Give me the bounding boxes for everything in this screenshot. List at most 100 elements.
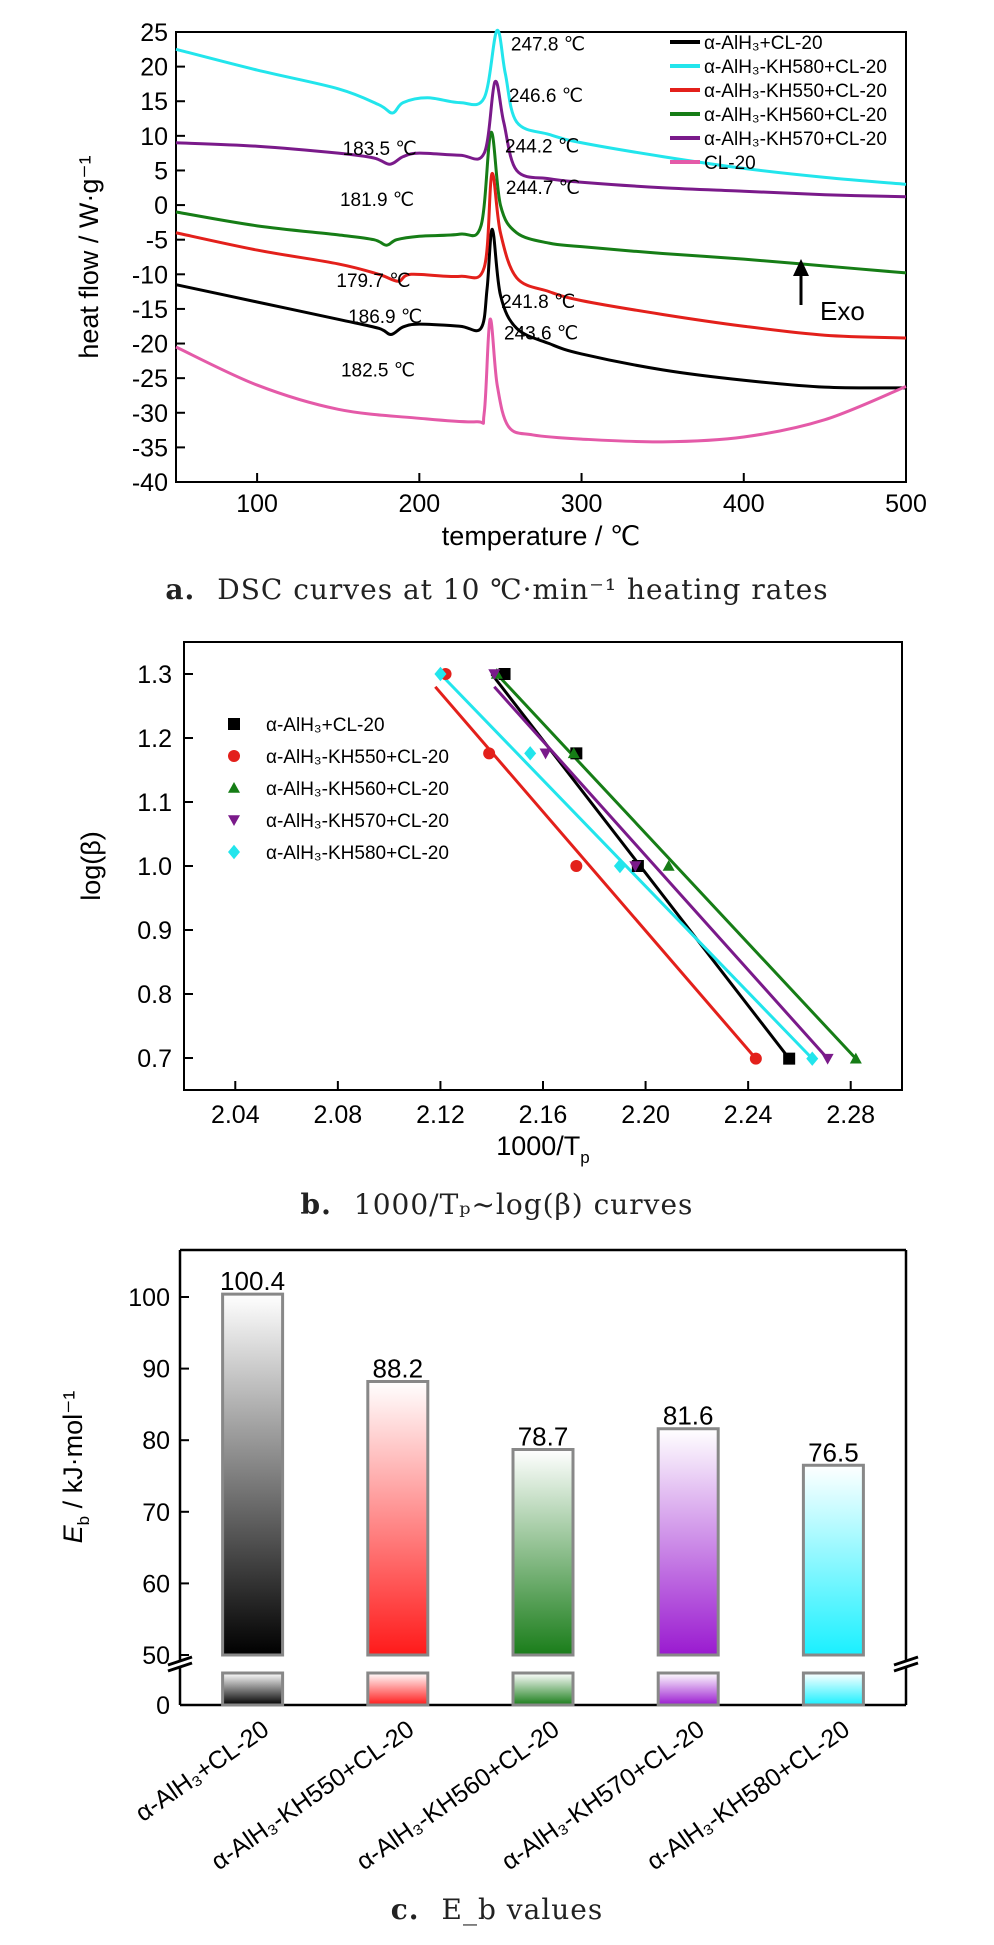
y-axis-label-sub: b (74, 1516, 93, 1525)
axis-break-mark (893, 1661, 919, 1673)
y-tick-label: 25 (140, 19, 168, 47)
data-point (749, 1052, 762, 1065)
data-points (434, 666, 862, 1066)
exo-arrow-head (793, 259, 809, 276)
legend-marker (228, 815, 240, 826)
y-tick-label: 0 (156, 1692, 170, 1720)
x-tick-label: 2.08 (314, 1101, 363, 1129)
bar (366, 1379, 430, 1657)
series-line (175, 172, 907, 340)
y-tick-label: 10 (140, 123, 168, 151)
data-point (806, 1051, 819, 1066)
y-tick-label: -5 (146, 227, 168, 255)
category-labels: α-AlH₃+CL-20α-AlH₃-KH550+CL-20α-AlH₃-KH5… (130, 1715, 855, 1876)
bar-base (656, 1671, 720, 1707)
bar-base (221, 1671, 285, 1707)
y-tick-label: 0 (154, 192, 168, 220)
data-point (483, 747, 496, 760)
y-tick-label: 1.1 (137, 789, 172, 817)
legend-label: α-AlH₃-KH560+CL-20 (704, 105, 887, 126)
legend: α-AlH₃+CL-20 α-AlH₃-KH580+CL-20 α-AlH₃-KH5… (670, 33, 887, 174)
axis-ticks: 100 200 300 400 500 25 20 15 10 5 0 -5 -10 -15 -20 -25 -… (132, 19, 927, 518)
x-tick-label: 2.20 (621, 1101, 670, 1129)
axis-break-mark (167, 1655, 193, 1667)
y-tick-label: 5 (154, 157, 168, 185)
y-tick-label: 90 (142, 1356, 170, 1384)
fit-line (434, 685, 757, 1060)
y-tick-label: 50 (142, 1642, 170, 1670)
y-tick-label: 80 (142, 1427, 170, 1455)
fit-line (493, 685, 829, 1060)
fit-line (495, 672, 857, 1060)
eb-bar-chart: 100 90 80 70 60 50 0 100.4 88.2 78.7 81.6 76.5 α-A… (58, 1248, 919, 1876)
x-tick-label: 2.16 (519, 1101, 568, 1129)
y-tick-label: 1.3 (137, 661, 172, 689)
caption-a-letter: a. (165, 573, 196, 606)
peak-temperature-label: 181.9 ℃ (340, 190, 414, 211)
peak-temperature-label: 183.5 ℃ (343, 139, 417, 160)
bar (801, 1463, 865, 1657)
x-axis-label-main: 1000/T (496, 1131, 580, 1161)
legend-marker (228, 718, 240, 730)
caption-b-letter: b. (300, 1188, 332, 1221)
y-tick-label: 1.2 (137, 725, 172, 753)
data-point (849, 1052, 862, 1064)
y-axis-label-main: E (58, 1524, 88, 1543)
data-point (488, 669, 501, 680)
bar-base (511, 1671, 575, 1707)
exo-indicator: Exo (793, 259, 865, 326)
data-point (662, 860, 675, 871)
bar (511, 1448, 575, 1657)
legend-label: CL-20 (704, 153, 756, 174)
y-tick-label: 1.0 (137, 853, 172, 881)
kissinger-chart: 2.04 2.08 2.12 2.16 2.20 2.24 2.28 1.3 1.2 1.1 1.0… (76, 641, 903, 1167)
x-axis-label: 1000/Tp (496, 1131, 590, 1167)
peak-temperature-label: 243.6 ℃ (504, 323, 578, 344)
data-point (783, 1052, 796, 1065)
caption-b-text: 1000/Tₚ~log(β) curves (353, 1188, 694, 1221)
axis-break-mark (167, 1661, 193, 1673)
data-point (539, 748, 552, 760)
peak-annotations: 182.5 ℃ 241.8 ℃ 183.5 ℃ 247.8 ℃ 186.9 ℃ 244.7… (336, 35, 585, 382)
legend-label: α-AlH₃-KH550+CL-20 (266, 747, 449, 768)
exo-label: Exo (820, 296, 865, 326)
data-point (570, 860, 583, 872)
legend-label: α-AlH₃-KH550+CL-20 (704, 81, 887, 102)
series-line (175, 79, 907, 199)
y-axis-label: log(β) (76, 831, 106, 901)
fit-lines (434, 672, 857, 1060)
y-tick-label: 60 (142, 1570, 170, 1598)
x-tick-label: 100 (236, 490, 278, 518)
y-tick-label: 20 (140, 54, 168, 82)
y-tick-label: -15 (132, 296, 168, 324)
x-tick-label: 200 (398, 490, 440, 518)
peak-temperature-label: 247.8 ℃ (511, 35, 585, 56)
data-point (524, 746, 537, 761)
data-point (821, 1053, 834, 1065)
legend-label: α-AlH₃+CL-20 (266, 715, 385, 736)
fit-line (439, 672, 814, 1060)
y-tick-label: -40 (132, 469, 168, 497)
axis-ticks: 2.04 2.08 2.12 2.16 2.20 2.24 2.28 1.3 1.2 1.1 1.0… (137, 661, 875, 1129)
data-point (613, 858, 626, 874)
peak-temperature-label: 241.8 ℃ (501, 292, 575, 313)
bar-value-label: 100.4 (220, 1266, 285, 1296)
series-line (175, 130, 907, 275)
axis-break-mark (893, 1655, 919, 1667)
x-tick-label: 2.12 (416, 1101, 465, 1129)
x-tick-label: 500 (885, 490, 927, 518)
peak-temperature-label: 179.7 ℃ (336, 271, 410, 292)
y-tick-label: -20 (132, 331, 168, 359)
dsc-series (175, 29, 907, 444)
y-axis-label: heat flow / W·g⁻¹ (74, 155, 104, 358)
y-tick-label: -25 (132, 365, 168, 393)
y-tick-label: 0.7 (137, 1045, 172, 1073)
bar (656, 1427, 720, 1657)
caption-b: b. 1000/Tₚ~log(β) curves (0, 1188, 994, 1221)
legend-marker (228, 750, 240, 762)
y-tick-label: -35 (132, 434, 168, 462)
peak-temperature-label: 244.2 ℃ (505, 136, 579, 157)
y-axis-label: Eb / kJ·mol⁻¹ (58, 1391, 93, 1544)
x-tick-label: 400 (723, 490, 765, 518)
legend-label: α-AlH₃-KH570+CL-20 (704, 129, 887, 150)
